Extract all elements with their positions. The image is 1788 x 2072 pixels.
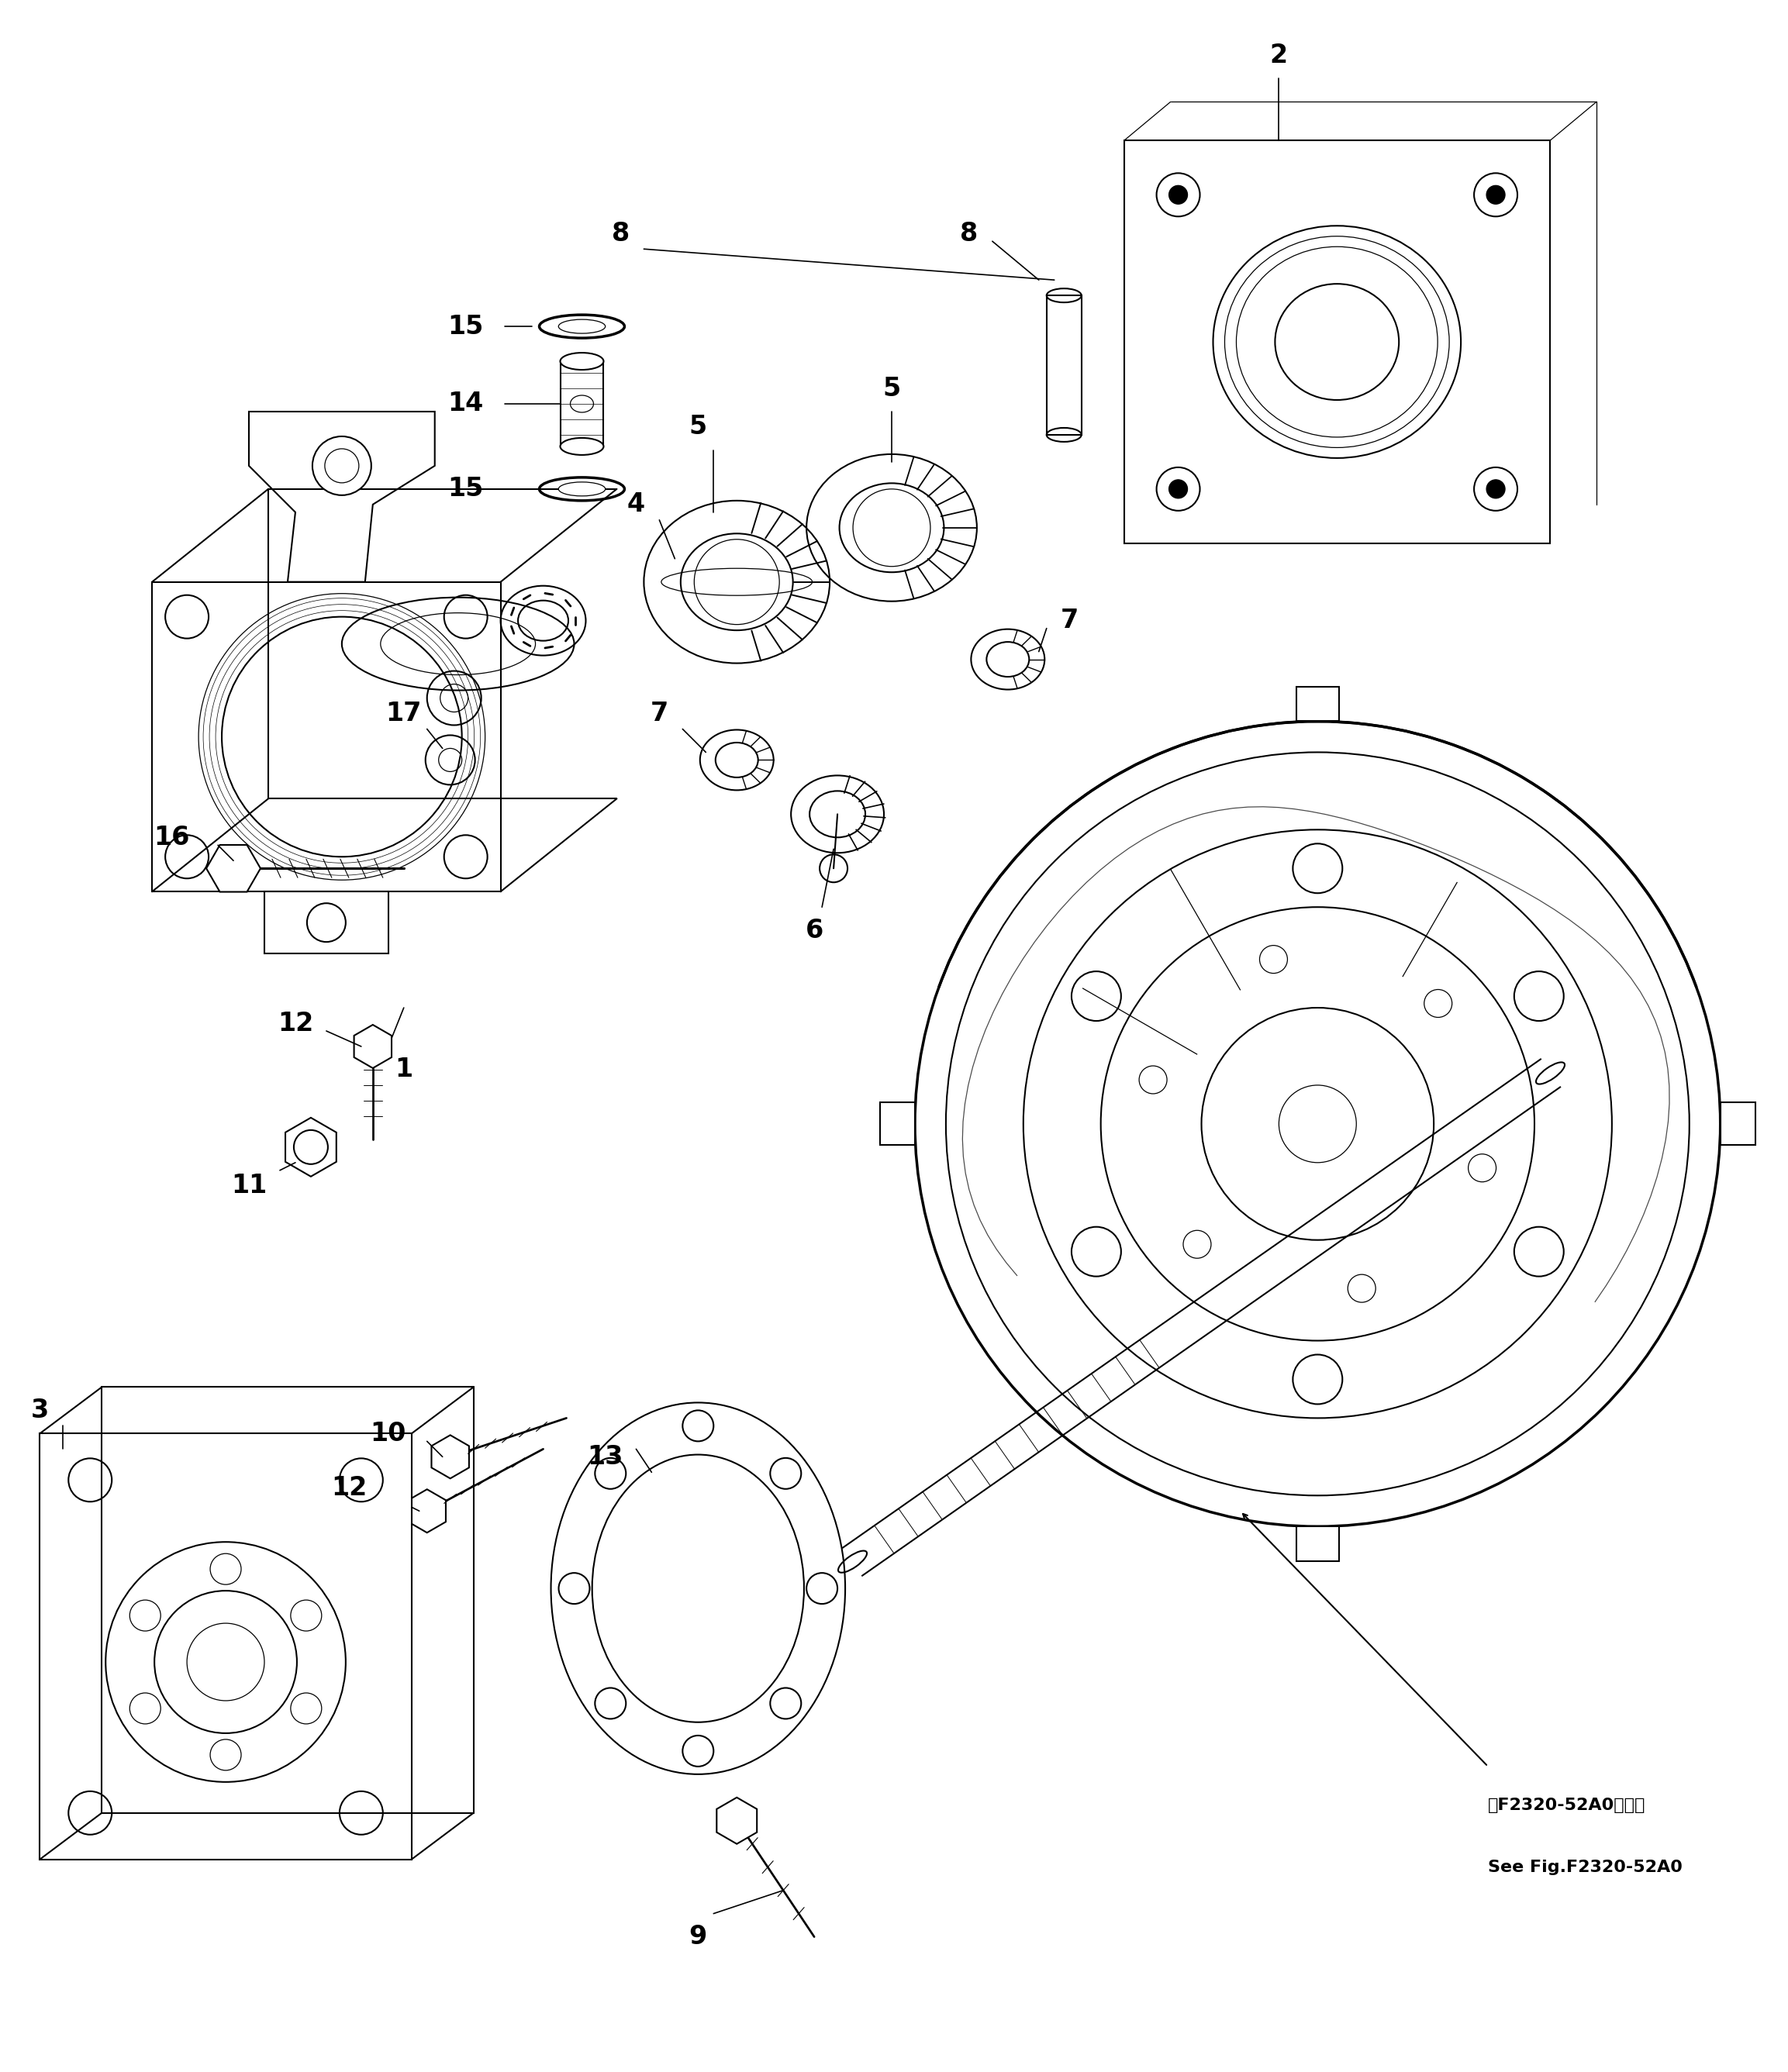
Polygon shape [1296, 1527, 1339, 1562]
Polygon shape [717, 1796, 756, 1844]
Text: 11: 11 [231, 1173, 266, 1198]
Ellipse shape [560, 437, 604, 456]
Text: See Fig.F2320-52A0: See Fig.F2320-52A0 [1488, 1859, 1683, 1875]
Circle shape [1169, 186, 1187, 205]
Text: 9: 9 [688, 1925, 706, 1950]
Bar [1046, 296, 1082, 435]
Text: 16: 16 [154, 825, 190, 850]
Text: 14: 14 [447, 392, 485, 416]
Text: 5: 5 [688, 414, 706, 439]
Text: 17: 17 [386, 700, 422, 727]
Text: 12: 12 [331, 1475, 368, 1500]
Text: 5: 5 [883, 375, 901, 402]
Polygon shape [880, 1102, 915, 1146]
Ellipse shape [558, 483, 606, 495]
Text: 第F2320-52A0図参照: 第F2320-52A0図参照 [1488, 1796, 1645, 1813]
Bar [560, 361, 604, 445]
Text: 3: 3 [30, 1397, 48, 1423]
Text: 15: 15 [447, 313, 485, 340]
Text: 15: 15 [447, 477, 485, 501]
Text: 6: 6 [805, 918, 822, 943]
Ellipse shape [560, 352, 604, 369]
Bar [1125, 141, 1550, 543]
Polygon shape [431, 1436, 468, 1479]
Text: 7: 7 [651, 700, 669, 727]
Text: 12: 12 [277, 1011, 313, 1036]
Text: 4: 4 [628, 491, 645, 518]
Polygon shape [408, 1490, 445, 1533]
Polygon shape [206, 845, 261, 891]
Polygon shape [1296, 686, 1339, 721]
Text: 1: 1 [395, 1057, 413, 1082]
Text: 2: 2 [1269, 44, 1287, 68]
Ellipse shape [540, 315, 624, 338]
Bar [39, 1434, 411, 1859]
Text: 8: 8 [960, 222, 978, 247]
Bar [152, 582, 501, 891]
Text: 8: 8 [611, 222, 629, 247]
Circle shape [313, 437, 372, 495]
Circle shape [1486, 481, 1505, 497]
Circle shape [1486, 186, 1505, 205]
Circle shape [325, 450, 359, 483]
Polygon shape [1720, 1102, 1756, 1146]
Polygon shape [354, 1026, 392, 1069]
Circle shape [1169, 481, 1187, 497]
Text: 7: 7 [1060, 607, 1078, 634]
Polygon shape [286, 1117, 336, 1177]
Ellipse shape [558, 319, 606, 334]
Text: 13: 13 [586, 1444, 622, 1469]
Text: 10: 10 [370, 1421, 406, 1446]
